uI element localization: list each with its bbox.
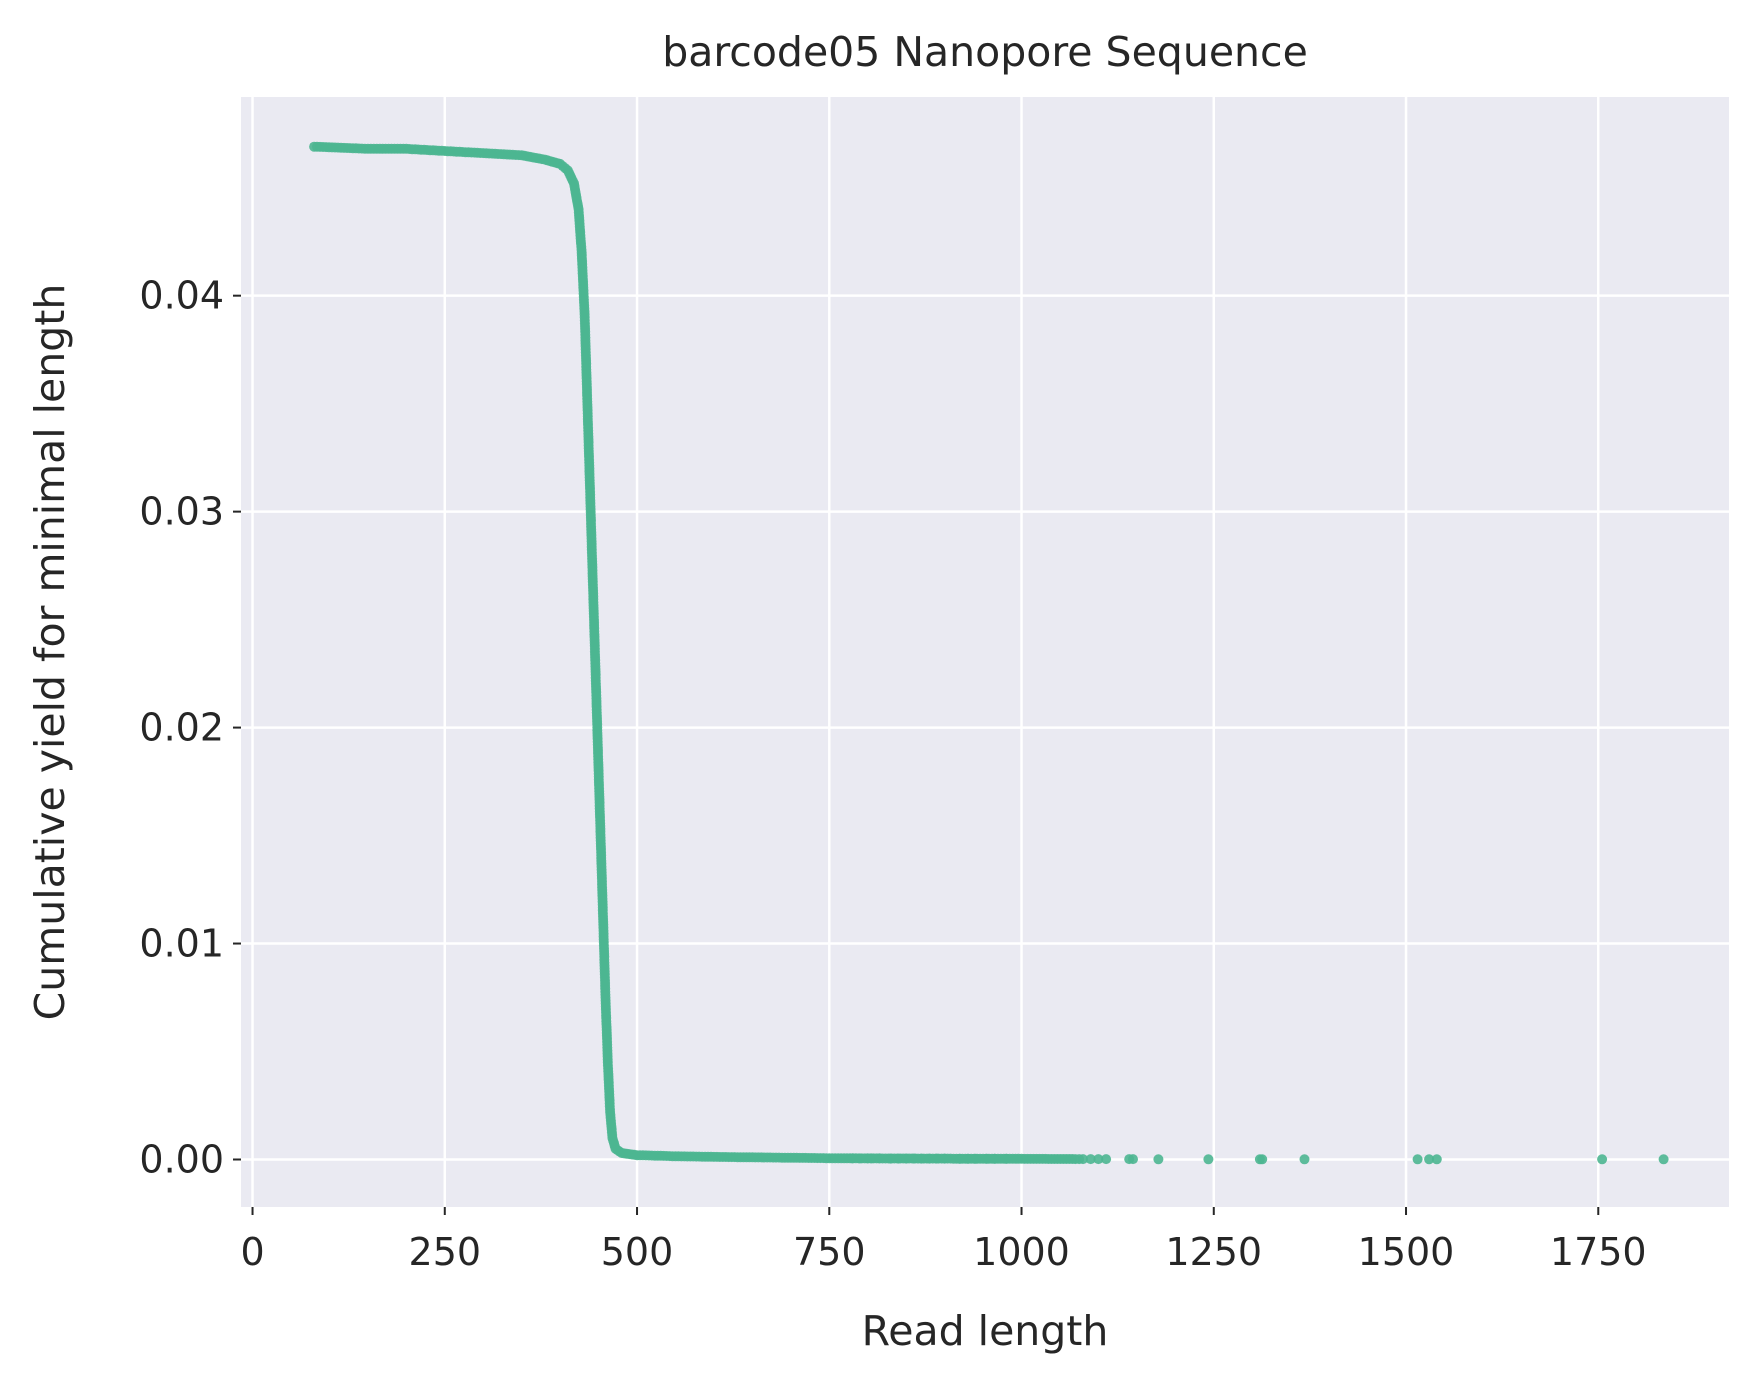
x-tick-label: 0 (240, 1230, 264, 1274)
x-tick-label: 250 (409, 1230, 482, 1274)
data-point (855, 1153, 865, 1164)
y-tick-label: 0.00 (139, 1137, 224, 1181)
y-tick-label: 0.04 (139, 274, 224, 318)
data-point (981, 1153, 992, 1164)
data-point (1001, 1153, 1012, 1164)
x-tick-label: 1250 (1165, 1230, 1262, 1274)
data-point (1101, 1154, 1112, 1165)
data-point (989, 1153, 1000, 1164)
data-point (1597, 1154, 1608, 1165)
data-point (1128, 1154, 1138, 1165)
y-tick-label: 0.01 (139, 922, 224, 966)
data-point (1431, 1154, 1442, 1165)
x-tick-label: 1500 (1358, 1230, 1455, 1274)
data-point (924, 1153, 935, 1164)
data-point (885, 1153, 896, 1164)
data-point (908, 1153, 919, 1164)
data-point (1078, 1154, 1088, 1165)
plot-area (241, 97, 1729, 1207)
y-axis-label: Cumulative yield for minimal length (26, 284, 74, 1021)
data-point (1412, 1154, 1423, 1165)
data-point (1658, 1154, 1669, 1165)
data-point (847, 1153, 858, 1164)
data-point (893, 1153, 904, 1164)
data-point (1093, 1154, 1104, 1165)
data-point (1153, 1154, 1164, 1165)
x-tick-label: 500 (601, 1230, 674, 1274)
data-point (1299, 1154, 1310, 1165)
y-tick-label: 0.02 (139, 706, 224, 750)
data-point (962, 1153, 973, 1164)
grid-lines (241, 97, 1729, 1207)
x-tick-label: 1000 (973, 1230, 1070, 1274)
data-point (955, 1153, 965, 1164)
data-point (901, 1153, 912, 1164)
x-axis-ticks: 0 250 500 750 1000 1250 1500 1750 (240, 1207, 1647, 1274)
y-tick-label: 0.03 (139, 490, 224, 534)
data-points (309, 141, 1669, 1165)
data-point (1257, 1154, 1268, 1165)
chart-title: barcode05 Nanopore Sequence (662, 28, 1308, 76)
data-point (970, 1153, 981, 1164)
data-point (916, 1153, 927, 1164)
x-tick-label: 750 (793, 1230, 866, 1274)
data-point (1085, 1154, 1096, 1165)
data-point (931, 1153, 942, 1164)
data-point (866, 1153, 877, 1164)
data-point (874, 1153, 885, 1164)
data-point (1424, 1154, 1435, 1165)
data-point (1203, 1154, 1214, 1165)
data-point (939, 1153, 950, 1164)
y-axis-ticks: 0.00 0.01 0.02 0.03 0.04 (139, 274, 241, 1181)
x-axis-label: Read length (862, 1307, 1109, 1355)
x-tick-label: 1750 (1550, 1230, 1647, 1274)
